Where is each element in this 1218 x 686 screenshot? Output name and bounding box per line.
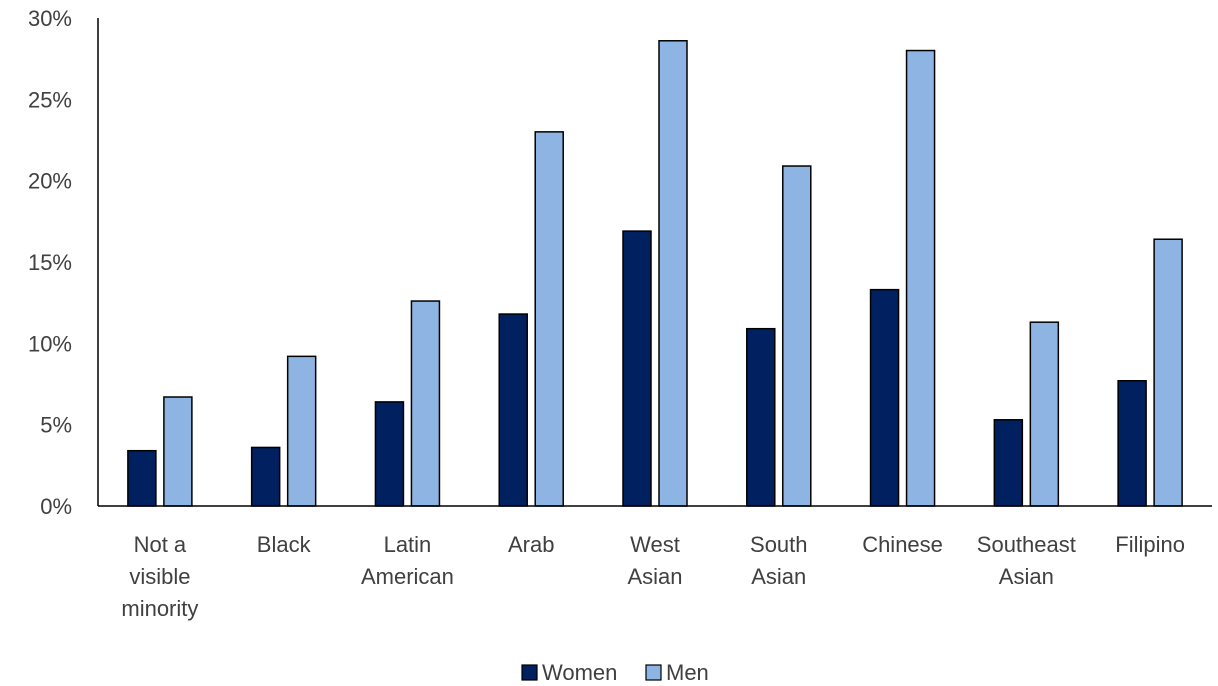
- x-category-label: Latin American: [361, 532, 454, 589]
- bar-men-1: [286, 355, 317, 507]
- x-category-label-line: visible: [129, 564, 190, 589]
- x-category-label-line: Asian: [999, 564, 1054, 589]
- bar-women-4: [622, 230, 652, 507]
- bar-women-0: [127, 449, 157, 507]
- x-category-label-line: Filipino: [1115, 532, 1185, 557]
- y-tick-label: 5%: [40, 413, 72, 438]
- legend-label-women: Women: [542, 660, 617, 685]
- bar-women-5: [746, 327, 776, 507]
- x-category-label: Filipino: [1115, 532, 1185, 557]
- x-category-label-line: Black: [257, 532, 312, 557]
- y-tick-label: 20%: [28, 169, 72, 194]
- x-category-label: Arab: [508, 532, 554, 557]
- x-category-label-line: Asian: [627, 564, 682, 589]
- bar-men-4: [658, 40, 688, 507]
- y-tick-label: 15%: [28, 250, 72, 275]
- bar-men-3: [534, 131, 564, 507]
- legend-swatch-men: [645, 664, 662, 681]
- bar-women-7: [993, 419, 1024, 507]
- x-category-label-line: Chinese: [862, 532, 943, 557]
- x-category-label-line: minority: [121, 596, 198, 621]
- x-category-label-line: Southeast: [977, 532, 1076, 557]
- x-category-label: Black: [257, 532, 312, 557]
- x-category-label: Chinese: [862, 532, 943, 557]
- bar-men-7: [1029, 321, 1060, 507]
- y-axis-tick-labels: 0% 5% 10% 15% 20% 25% 30%: [28, 6, 72, 519]
- bar-women-1: [250, 446, 281, 507]
- x-category-label-line: West: [630, 532, 680, 557]
- bars-group: [127, 40, 1183, 507]
- bar-men-8: [1153, 238, 1183, 507]
- x-axis-category-labels: Not a visible minority Black Latin American Ar…: [121, 532, 1185, 621]
- x-category-label-line: Not a: [134, 532, 187, 557]
- x-category-label-line: South: [750, 532, 808, 557]
- x-category-label: West Asian: [627, 532, 682, 589]
- y-tick-label: 25%: [28, 87, 72, 112]
- bar-women-6: [869, 288, 900, 507]
- legend-label-men: Men: [666, 660, 709, 685]
- x-category-label: Not a visible minority: [121, 532, 198, 621]
- legend-swatch-women: [521, 664, 538, 681]
- x-category-label-line: Asian: [751, 564, 806, 589]
- x-category-label-line: Arab: [508, 532, 554, 557]
- bar-men-0: [163, 396, 193, 507]
- bar-men-2: [410, 300, 441, 507]
- y-tick-label: 10%: [28, 331, 72, 356]
- legend: Women Men: [521, 660, 709, 685]
- y-tick-label: 30%: [28, 6, 72, 31]
- x-category-label: Southeast Asian: [977, 532, 1076, 589]
- bar-women-2: [374, 401, 405, 507]
- y-tick-label: 0%: [40, 494, 72, 519]
- x-category-label: South Asian: [750, 532, 808, 589]
- bar-men-6: [905, 49, 936, 507]
- bar-women-3: [498, 313, 528, 507]
- bar-women-8: [1117, 379, 1147, 507]
- x-category-label-line: Latin: [384, 532, 432, 557]
- x-category-label-line: American: [361, 564, 454, 589]
- bar-men-5: [782, 165, 812, 507]
